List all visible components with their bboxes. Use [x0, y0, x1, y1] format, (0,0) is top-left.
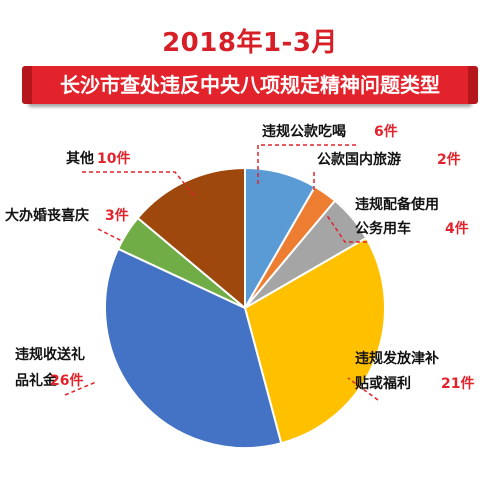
leader-line-car	[325, 213, 367, 243]
banner-right-cap	[468, 66, 478, 104]
slice-label-wedding-1: 大办婚丧喜庆	[5, 207, 89, 224]
pie-slice-subsidy	[243, 236, 386, 445]
slice-count-car: 4件	[445, 220, 469, 237]
slice-label-travel-1: 公款国内旅游	[317, 151, 401, 168]
slice-label-other-1: 其他	[66, 150, 94, 167]
chart-year-title: 2018年1-3月	[162, 28, 338, 58]
title-banner: 长沙市查处违反中央八项规定精神问题类型	[22, 66, 478, 104]
slice-label-car-1: 违规配备使用	[355, 196, 439, 213]
pie-slices	[104, 166, 386, 449]
leader-line-wedding	[97, 228, 123, 242]
banner-title: 长沙市查处违反中央八项规定精神问题类型	[60, 73, 440, 97]
leader-line-dining	[257, 144, 356, 185]
slice-count-wedding: 3件	[105, 207, 129, 224]
leader-lines	[64, 144, 379, 401]
leader-line-subsidy	[347, 377, 379, 401]
leader-line-other	[82, 171, 197, 199]
pie-slice-other	[136, 166, 246, 311]
slice-label-gifts-2: 品礼金	[15, 372, 58, 389]
slice-label-gifts-1: 违规收送礼	[15, 346, 85, 363]
slice-count-dining: 6件	[374, 123, 398, 140]
slice-label-subsidy-1: 违规发放津补	[355, 350, 439, 367]
pie-slice-gifts	[104, 247, 283, 449]
slice-count-subsidy: 21件	[441, 375, 474, 392]
slice-label-car-2: 公务用车	[355, 220, 411, 237]
slice-label-dining-1: 违规公款吃喝	[262, 123, 346, 140]
leader-line-gifts	[64, 381, 97, 396]
slice-count-gifts: 26件	[50, 372, 83, 389]
banner-left-cap	[22, 66, 32, 104]
slice-label-subsidy-2: 贴或福利	[355, 375, 411, 392]
slice-count-travel: 2件	[437, 151, 461, 168]
slice-count-other: 10件	[97, 150, 130, 167]
